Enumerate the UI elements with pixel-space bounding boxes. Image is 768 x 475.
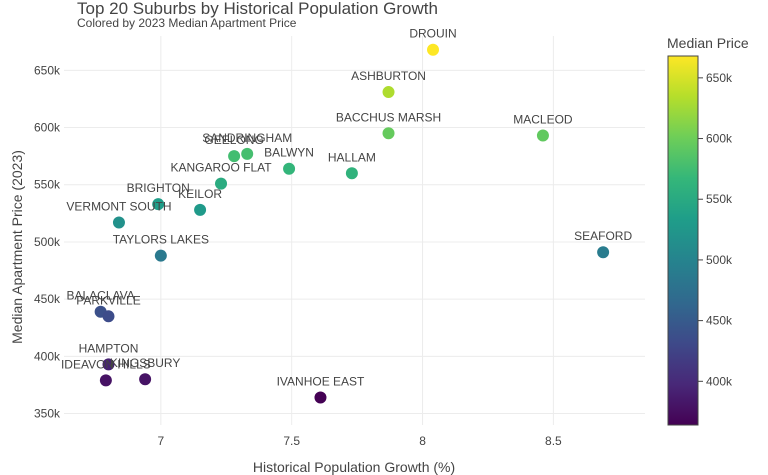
point-label: KANGAROO FLAT <box>170 161 272 175</box>
point-label: GEELONG <box>204 133 263 147</box>
point-label: KEILOR <box>178 187 222 201</box>
y-tick-label: 450k <box>34 292 61 306</box>
colorbar-tick-label: 650k <box>706 71 733 85</box>
chart-subtitle: Colored by 2023 Median Apartment Price <box>77 16 297 30</box>
point-label: ASHBURTON <box>351 69 426 83</box>
data-point <box>228 150 241 163</box>
data-point <box>139 373 152 386</box>
colorbar-ticks: 400k 450k 500k 550k 600k 650k <box>698 71 733 388</box>
data-point <box>597 246 610 259</box>
data-point <box>382 86 395 99</box>
colorbar-tick-label: 400k <box>706 374 733 388</box>
colorbar <box>667 55 699 426</box>
point-labels: DROUIN ASHBURTON BACCHUS MARSH MACLEOD SANDR… <box>61 27 632 389</box>
colorbar-tick-label: 500k <box>706 253 733 267</box>
data-points <box>94 43 610 404</box>
x-tick-label: 7 <box>157 434 164 448</box>
x-axis-ticks: 7 7.5 8 8.5 <box>157 434 562 448</box>
point-label: IVANHOE EAST <box>277 375 365 389</box>
data-point <box>382 127 395 140</box>
colorbar-tick-label: 600k <box>706 132 733 146</box>
data-point <box>99 374 112 387</box>
y-tick-label: 500k <box>34 235 61 249</box>
point-label: DROUIN <box>409 27 456 41</box>
colorbar-tick-label: 450k <box>706 314 733 328</box>
data-point <box>215 177 228 190</box>
point-label: HALLAM <box>328 150 376 164</box>
colorbar-tick-label: 550k <box>706 192 733 206</box>
data-point <box>536 129 549 142</box>
data-point <box>112 216 125 229</box>
point-label: KINGSBURY <box>110 356 180 370</box>
colorbar-title: Median Price <box>667 35 749 51</box>
point-label: PARKVILLE <box>76 293 140 307</box>
data-point <box>154 249 167 262</box>
grid <box>64 36 645 425</box>
chart-title: Top 20 Suburbs by Historical Population … <box>77 0 438 18</box>
point-label: BRIGHTON <box>127 181 190 195</box>
point-label: BALACLAVA <box>67 289 135 303</box>
data-point <box>102 310 115 323</box>
y-axis-ticks: 350k 400k 450k 500k 550k 600k 650k <box>34 63 61 420</box>
point-label: SEAFORD <box>574 229 632 243</box>
point-label: VERMONT SOUTH <box>66 199 171 213</box>
point-label: BACCHUS MARSH <box>336 110 441 124</box>
y-tick-label: 550k <box>34 178 61 192</box>
point-label: MACLEOD <box>513 113 573 127</box>
data-point <box>241 147 254 160</box>
x-tick-label: 8 <box>419 434 426 448</box>
y-axis-title: Median Apartment Price (2023) <box>9 150 25 344</box>
point-label: HAMPTON <box>79 341 139 355</box>
x-tick-label: 7.5 <box>283 434 300 448</box>
point-label: TAYLORS LAKES <box>113 233 209 247</box>
data-point <box>427 43 440 56</box>
data-point <box>314 391 327 404</box>
x-axis-title: Historical Population Growth (%) <box>253 459 455 475</box>
data-point <box>283 162 296 175</box>
x-tick-label: 8.5 <box>545 434 562 448</box>
y-tick-label: 350k <box>34 407 61 421</box>
y-tick-label: 400k <box>34 349 61 363</box>
data-point <box>345 167 358 180</box>
point-label: BALWYN <box>264 146 314 160</box>
data-point <box>152 198 165 211</box>
point-label: SANDRINGHAM <box>202 131 292 145</box>
point-label: IDEAVON HILLS <box>61 357 151 371</box>
data-point <box>102 358 115 371</box>
y-tick-label: 650k <box>34 63 61 77</box>
y-tick-label: 600k <box>34 121 61 135</box>
data-point <box>194 203 207 216</box>
